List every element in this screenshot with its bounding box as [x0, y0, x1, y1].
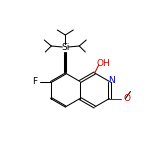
Text: N: N: [108, 76, 115, 85]
Text: O: O: [123, 94, 130, 103]
Text: F: F: [32, 77, 37, 86]
Text: OH: OH: [97, 59, 111, 69]
Text: Si: Si: [61, 43, 69, 52]
